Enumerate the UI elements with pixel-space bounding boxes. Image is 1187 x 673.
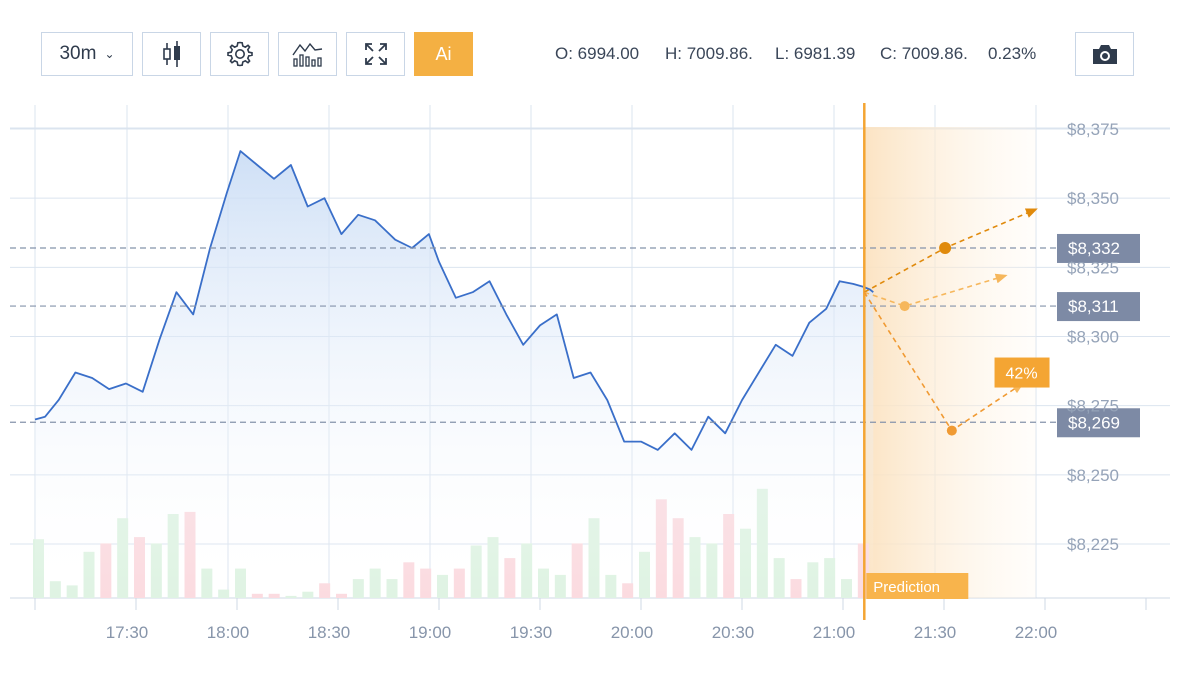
probability-label: 42%	[1006, 366, 1038, 383]
prediction-dot-high	[939, 241, 952, 254]
camera-icon	[1092, 45, 1117, 64]
ohlc-high: H: 7009.86.	[665, 44, 753, 63]
indicators-button[interactable]	[278, 32, 337, 76]
x-tick-label: 21:00	[813, 623, 856, 642]
ai-button-label: Ai	[435, 43, 452, 64]
chart-toolbar: 30m ⌄	[0, 0, 1187, 100]
chevron-down-icon: ⌄	[104, 47, 115, 61]
x-tick-label: 22:00	[1015, 623, 1058, 642]
interval-select[interactable]: 30m ⌄	[41, 32, 133, 76]
price-level-label: $8,332	[1068, 239, 1120, 258]
price-level-tag	[1057, 408, 1140, 438]
candlestick-icon	[162, 41, 180, 67]
ai-button[interactable]: Ai	[414, 32, 473, 76]
x-tick-label: 19:30	[510, 623, 553, 642]
prediction-badge	[866, 573, 969, 599]
indicators-icon	[291, 42, 322, 67]
y-tick-label: $8,300	[1067, 328, 1119, 347]
price-area	[35, 151, 874, 598]
fullscreen-button[interactable]	[346, 32, 405, 76]
price-level-label: $8,311	[1068, 297, 1119, 316]
interval-value: 30m	[59, 43, 97, 64]
x-tick-label: 18:30	[308, 623, 351, 642]
x-tick-label: 18:00	[207, 623, 250, 642]
prediction-dot-mid	[899, 301, 910, 312]
y-tick-label: $8,350	[1067, 189, 1119, 208]
y-tick-label: $8,325	[1067, 258, 1119, 277]
x-tick-label: 17:30	[106, 623, 149, 642]
y-tick-label: $8,250	[1067, 466, 1119, 485]
fullscreen-icon	[364, 43, 387, 65]
y-tick-label: $8,275	[1067, 397, 1119, 416]
ohlc-close: C: 7009.86.	[880, 44, 968, 63]
gear-icon	[226, 41, 253, 67]
settings-button[interactable]	[210, 32, 269, 76]
x-tick-label: 19:00	[409, 623, 452, 642]
x-tick-label: 21:30	[914, 623, 957, 642]
ohlc-change: 0.23%	[988, 44, 1037, 63]
x-tick-label: 20:00	[611, 623, 654, 642]
ohlc-open: O: 6994.00	[555, 44, 640, 63]
price-level-tag	[1057, 292, 1140, 322]
price-level-tag	[1057, 233, 1140, 263]
price-line	[34, 150, 874, 451]
prediction-dot-low	[946, 425, 957, 436]
prediction-label: Prediction	[873, 579, 940, 596]
y-tick-label: $8,375	[1067, 120, 1119, 139]
x-tick-label: 20:30	[712, 623, 755, 642]
price-level-label: $8,269	[1068, 413, 1120, 432]
screenshot-button[interactable]	[1075, 32, 1134, 76]
ohlc-low: L: 6981.39	[775, 44, 856, 63]
y-tick-label: $8,225	[1067, 535, 1119, 554]
chart-type-button[interactable]	[142, 32, 201, 76]
probability-badge	[994, 357, 1050, 388]
